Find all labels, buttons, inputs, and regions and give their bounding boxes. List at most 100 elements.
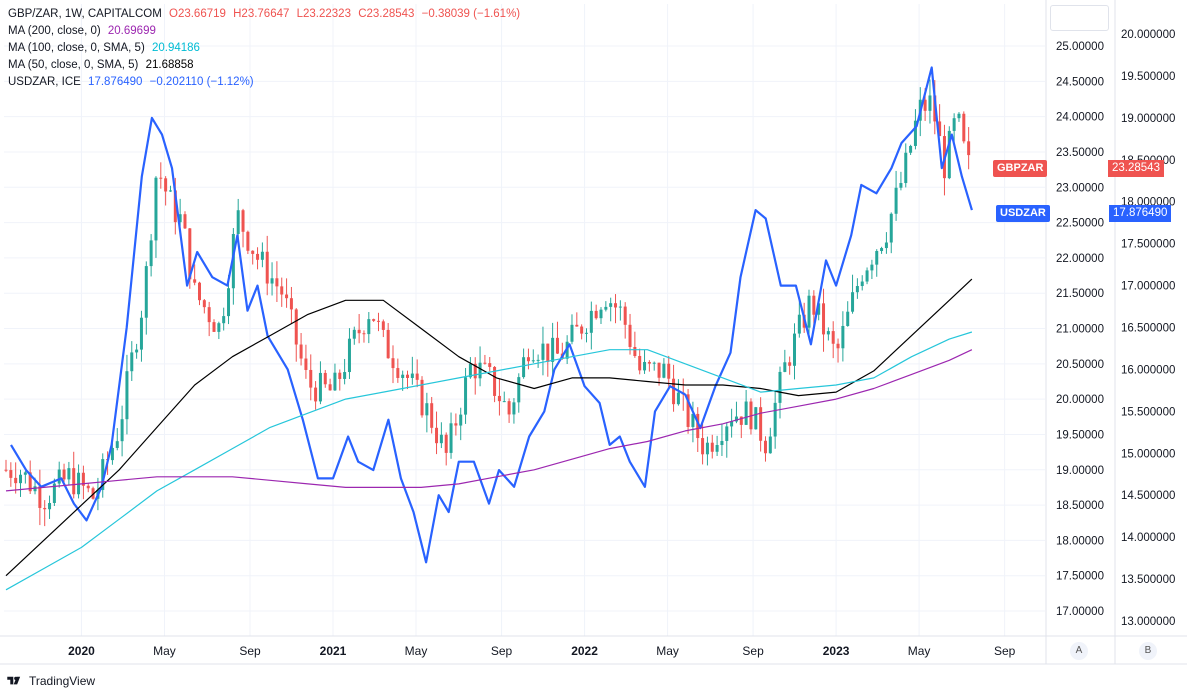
candle-up <box>144 266 148 318</box>
footer-brand[interactable]: TradingView <box>6 674 95 688</box>
candle-down <box>173 190 177 223</box>
gbpzar-axis-tick: 19.50000 <box>1056 429 1104 441</box>
candle-up <box>464 377 468 415</box>
usdzar-axis-tick: 20.000000 <box>1121 29 1175 41</box>
candle-up <box>439 434 443 444</box>
auto-scale-button[interactable]: A <box>1070 642 1088 660</box>
usdzar-axis-tick: 17.000000 <box>1121 281 1175 293</box>
candle-down <box>473 363 477 379</box>
candle-down <box>38 486 42 508</box>
candle-up <box>715 445 719 452</box>
time-axis-tick: 2022 <box>571 644 598 658</box>
candle-down <box>454 423 458 426</box>
candle-up <box>101 459 105 490</box>
candle-up <box>52 483 56 503</box>
candle-up <box>449 423 453 453</box>
gbpzar-axis-tick: 21.00000 <box>1056 324 1104 336</box>
candle-down <box>265 251 269 284</box>
candle-down <box>294 309 298 345</box>
candle-down <box>580 326 584 334</box>
candle-down <box>633 346 637 356</box>
candle-up <box>178 214 182 223</box>
candle-up <box>130 352 134 372</box>
candle-down <box>555 337 559 354</box>
candle-up <box>512 402 516 415</box>
candle-up <box>236 210 240 234</box>
candle-up <box>352 329 356 339</box>
legend-ma50-row: MA (50, close, 0, SMA, 5) 21.68858 <box>8 57 520 74</box>
legend-ma50-value: 21.68858 <box>145 59 194 71</box>
candle-down <box>381 321 385 330</box>
candle-down <box>507 401 511 415</box>
candle-up <box>778 371 782 403</box>
candle-down <box>497 395 501 402</box>
candle-up <box>522 357 526 378</box>
candle-up <box>855 286 859 293</box>
candle-up <box>551 337 555 362</box>
usdzar-axis-tick: 13.500000 <box>1121 574 1175 586</box>
candle-down <box>372 319 376 321</box>
candle-down <box>672 378 676 405</box>
candle-up <box>754 407 758 430</box>
candle-down <box>435 427 439 444</box>
candle-down <box>357 329 361 334</box>
candle-up <box>744 401 748 425</box>
candle-up <box>67 468 71 480</box>
candle-up <box>270 278 274 284</box>
series-line-ma-50 <box>5 278 973 577</box>
candle-down <box>86 485 90 489</box>
candle-up <box>139 317 143 350</box>
candle-down <box>788 362 792 366</box>
candle-down <box>299 344 303 359</box>
legend-ma100-row: MA (100, close, 0, SMA, 5) 20.94186 <box>8 40 520 57</box>
candle-up <box>725 426 729 441</box>
usdzar-axis-tick: 13.000000 <box>1121 616 1175 628</box>
candle-up <box>517 377 521 403</box>
candle-up <box>77 472 81 495</box>
candle-up <box>502 401 506 403</box>
candle-up <box>894 187 898 214</box>
gbpzar-axis-tick: 20.50000 <box>1056 359 1104 371</box>
left-scale-header-box[interactable] <box>1050 5 1109 31</box>
candle-up <box>652 362 656 364</box>
legend-usd-label: USDZAR, ICE <box>8 76 81 88</box>
usdzar-axis-tick: 16.500000 <box>1121 323 1175 335</box>
candle-down <box>526 357 530 362</box>
tradingview-logo-icon <box>7 676 21 685</box>
candle-down <box>938 121 942 137</box>
log-scale-button[interactable]: B <box>1139 642 1157 660</box>
candle-up <box>860 281 864 287</box>
gbpzar-axis-tick: 23.50000 <box>1056 147 1104 159</box>
candle-down <box>594 310 598 319</box>
time-axis-tick: Sep <box>994 644 1016 658</box>
gbpzar-price-tag: 23.28543 <box>1108 160 1164 177</box>
candle-up <box>333 372 337 391</box>
candle-down <box>386 329 390 359</box>
legend-usd-row: USDZAR, ICE 17.876490 −0.202110 (−1.12%) <box>8 74 520 91</box>
candle-up <box>260 251 264 260</box>
legend-open: O23.66719 <box>169 8 226 20</box>
candle-up <box>783 362 787 372</box>
legend-change: −0.38039 (−1.61%) <box>421 8 521 20</box>
candle-down <box>193 279 197 283</box>
legend-usd-change: −0.202110 (−1.12%) <box>149 76 254 88</box>
candle-up <box>618 306 622 308</box>
candle-down <box>338 372 342 379</box>
candle-down <box>9 470 13 478</box>
candle-up <box>425 403 429 416</box>
candle-up <box>793 333 797 366</box>
candle-down <box>493 366 497 396</box>
candle-up <box>734 416 738 422</box>
time-axis-tick: 2020 <box>68 644 95 658</box>
candle-up <box>343 372 347 379</box>
candle-up <box>691 413 695 427</box>
candle-up <box>899 183 903 188</box>
candle-down <box>202 300 206 308</box>
legend-ma200-label: MA (200, close, 0) <box>8 25 101 37</box>
usdzar-axis-tick: 14.500000 <box>1121 490 1175 502</box>
candle-down <box>275 278 279 287</box>
legend-main-row: GBP/ZAR, 1W, CAPITALCOM O23.66719 H23.76… <box>8 6 520 23</box>
candle-down <box>72 468 76 495</box>
candle-down <box>280 286 284 295</box>
